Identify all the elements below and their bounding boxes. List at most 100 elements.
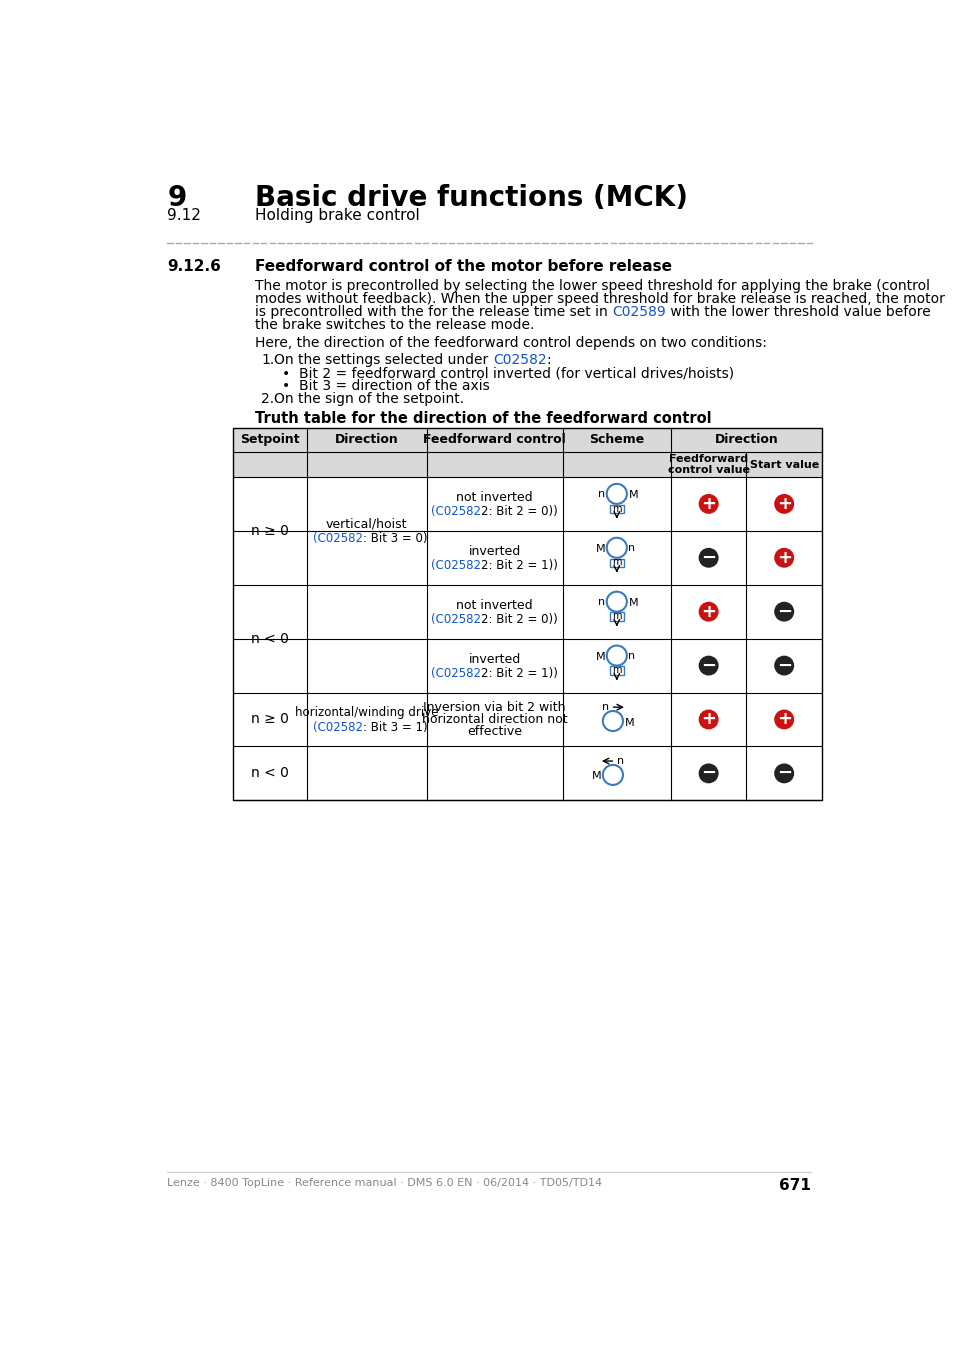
Circle shape: [699, 710, 718, 729]
Text: m: m: [612, 666, 621, 675]
Bar: [670, 452, 745, 477]
Text: •  Bit 3 = direction of the axis: • Bit 3 = direction of the axis: [282, 379, 489, 393]
Text: n: n: [601, 702, 608, 713]
Text: On the settings selected under: On the settings selected under: [274, 352, 493, 367]
Bar: [745, 428, 821, 452]
Bar: [745, 452, 821, 477]
Text: Truth table for the direction of the feedforward control: Truth table for the direction of the fee…: [254, 410, 711, 425]
Bar: [427, 428, 562, 452]
Bar: [609, 559, 623, 567]
Text: (C02582: (C02582: [313, 721, 363, 734]
Text: Basic drive functions (MCK): Basic drive functions (MCK): [254, 184, 687, 212]
Text: 9.12.6: 9.12.6: [167, 259, 221, 274]
Text: 2: Bit 2 = 1)): 2: Bit 2 = 1)): [480, 559, 558, 572]
Bar: [233, 428, 821, 801]
Bar: [233, 452, 307, 477]
Text: n: n: [617, 756, 623, 765]
Circle shape: [774, 548, 793, 567]
Bar: [233, 428, 307, 452]
Text: 671: 671: [778, 1179, 810, 1193]
Text: m: m: [612, 612, 621, 621]
Text: +: +: [776, 495, 791, 513]
Text: n: n: [598, 597, 604, 606]
Text: −: −: [700, 764, 716, 783]
Text: effective: effective: [467, 725, 521, 738]
Text: C02582: C02582: [493, 352, 546, 367]
Text: inverted: inverted: [468, 545, 520, 558]
Text: n ≥ 0: n ≥ 0: [251, 713, 289, 726]
Circle shape: [699, 602, 718, 621]
Text: (C02582: (C02582: [431, 613, 480, 626]
Text: +: +: [776, 549, 791, 567]
Circle shape: [774, 602, 793, 621]
Text: −: −: [776, 602, 791, 621]
Text: M: M: [595, 544, 604, 555]
Text: +: +: [700, 710, 716, 729]
Text: (C02582: (C02582: [431, 505, 480, 518]
Text: horizontal direction not: horizontal direction not: [421, 713, 567, 726]
Text: Feedforward control: Feedforward control: [423, 433, 565, 447]
Bar: [609, 505, 623, 513]
Text: Here, the direction of the feedforward control depends on two conditions:: Here, the direction of the feedforward c…: [254, 336, 766, 350]
Text: M: M: [591, 771, 600, 782]
Bar: [562, 428, 670, 452]
Text: −: −: [776, 656, 791, 675]
Circle shape: [699, 656, 718, 675]
Text: not inverted: not inverted: [456, 599, 533, 612]
Text: inverted: inverted: [468, 653, 520, 666]
Text: 2.: 2.: [261, 393, 274, 406]
Text: 9.12: 9.12: [167, 208, 201, 223]
Text: •  Bit 2 = feedforward control inverted (for vertical drives/hoists): • Bit 2 = feedforward control inverted (…: [282, 366, 734, 381]
Text: (C02582: (C02582: [431, 559, 480, 572]
Text: : Bit 3 = 1): : Bit 3 = 1): [363, 721, 427, 734]
Text: n: n: [628, 543, 635, 552]
Text: the brake switches to the release mode.: the brake switches to the release mode.: [254, 319, 534, 332]
Text: M: M: [628, 598, 638, 609]
Text: −: −: [700, 549, 716, 567]
Text: n: n: [628, 651, 635, 660]
Text: Setpoint: Setpoint: [240, 433, 299, 447]
Text: m: m: [612, 558, 621, 567]
Text: M: M: [595, 652, 604, 662]
Text: M: M: [628, 490, 638, 501]
Text: −: −: [700, 656, 716, 675]
Circle shape: [774, 764, 793, 783]
Text: M: M: [624, 718, 634, 728]
Text: Feedforward control of the motor before release: Feedforward control of the motor before …: [254, 259, 671, 274]
Text: n ≥ 0: n ≥ 0: [251, 524, 289, 537]
Text: +: +: [700, 495, 716, 513]
Text: Direction: Direction: [714, 433, 778, 447]
Text: n < 0: n < 0: [251, 632, 289, 645]
Text: 2: Bit 2 = 1)): 2: Bit 2 = 1)): [480, 667, 558, 680]
Text: Feedforward
control value: Feedforward control value: [667, 454, 749, 475]
Text: Scheme: Scheme: [589, 433, 643, 447]
Text: (C02582: (C02582: [313, 532, 363, 545]
Text: with the lower threshold value before: with the lower threshold value before: [665, 305, 929, 319]
Text: C02589: C02589: [612, 305, 665, 319]
Text: :: :: [546, 352, 551, 367]
Text: horizontal/winding drive: horizontal/winding drive: [294, 706, 438, 720]
Circle shape: [774, 656, 793, 675]
Bar: [307, 428, 427, 452]
Circle shape: [699, 494, 718, 513]
Bar: [609, 667, 623, 675]
Text: −: −: [776, 764, 791, 783]
Text: modes without feedback). When the upper speed threshold for brake release is rea: modes without feedback). When the upper …: [254, 292, 943, 306]
Circle shape: [699, 764, 718, 783]
Text: (C02582: (C02582: [431, 667, 480, 680]
Text: Direction: Direction: [335, 433, 398, 447]
Text: is precontrolled with the for the release time set in: is precontrolled with the for the releas…: [254, 305, 612, 319]
Text: 2: Bit 2 = 0)): 2: Bit 2 = 0)): [480, 505, 557, 518]
Text: +: +: [700, 602, 716, 621]
Bar: [307, 452, 427, 477]
Text: vertical/hoist: vertical/hoist: [326, 517, 407, 531]
Text: m: m: [612, 504, 621, 513]
Text: On the sign of the setpoint.: On the sign of the setpoint.: [274, 393, 464, 406]
Text: Holding brake control: Holding brake control: [254, 208, 419, 223]
Bar: [562, 452, 670, 477]
Text: Lenze · 8400 TopLine · Reference manual · DMS 6.0 EN · 06/2014 · TD05/TD14: Lenze · 8400 TopLine · Reference manual …: [167, 1179, 601, 1188]
Text: +: +: [776, 710, 791, 729]
Text: n: n: [598, 489, 604, 500]
Bar: [670, 428, 745, 452]
Bar: [427, 452, 562, 477]
